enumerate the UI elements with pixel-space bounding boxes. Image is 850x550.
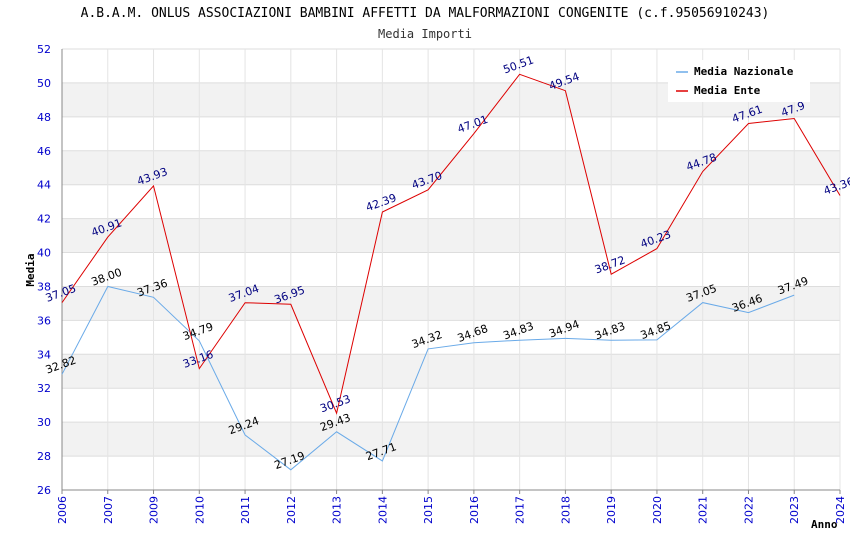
x-tick-label: 2014 — [376, 496, 389, 524]
x-tick-label: 2021 — [697, 496, 710, 524]
x-tick-label: 2017 — [514, 496, 527, 524]
x-tick-label: 2007 — [102, 496, 115, 524]
y-tick-label: 52 — [37, 43, 51, 56]
series-lines — [61, 73, 841, 471]
grid-lines — [61, 48, 841, 491]
x-tick-label: 2010 — [193, 496, 206, 524]
data-label-ente: 38.72 — [593, 253, 627, 276]
x-axis-label: Anno — [811, 518, 838, 531]
grid-band — [62, 150, 840, 185]
data-label-nazionale: 34.94 — [547, 318, 581, 341]
grid-band — [62, 218, 840, 253]
x-tick-label: 2012 — [285, 496, 298, 524]
legend-label-ente: Media Ente — [694, 84, 761, 97]
legend-box — [668, 60, 810, 102]
x-tick-labels: 2006 2007 2009 2010 2011 2012 2013 2014 2015 2016… — [56, 496, 847, 524]
y-tick-label: 32 — [37, 382, 51, 395]
data-label-nazionale: 34.83 — [501, 319, 535, 342]
grid-band — [62, 422, 840, 457]
grid-band — [62, 354, 840, 389]
x-tick-label: 2018 — [559, 496, 572, 524]
y-tick-label: 44 — [37, 179, 51, 192]
x-tick-label: 2020 — [651, 496, 664, 524]
x-tick-label: 2024 — [834, 496, 847, 524]
x-tick-label: 2011 — [239, 496, 252, 524]
grid-bands — [62, 82, 840, 457]
y-tick-label: 36 — [37, 314, 51, 327]
grid-band — [62, 286, 840, 321]
data-label-ente: 50.51 — [501, 53, 535, 76]
series-line-ente — [61, 73, 841, 415]
y-tick-label: 42 — [37, 213, 51, 226]
y-tick-label: 38 — [37, 280, 51, 293]
data-label-ente: 42.39 — [364, 191, 398, 214]
x-tick-label: 2009 — [148, 496, 161, 524]
y-tick-label: 34 — [37, 348, 51, 361]
axes — [61, 49, 841, 494]
x-tick-label: 2023 — [788, 496, 801, 524]
y-tick-label: 50 — [37, 77, 51, 90]
y-tick-label: 26 — [37, 484, 51, 497]
chart-title: A.B.A.M. ONLUS ASSOCIAZIONI BAMBINI AFFE… — [80, 6, 770, 21]
y-tick-label: 40 — [37, 247, 51, 260]
data-label-nazionale: 34.85 — [639, 319, 673, 342]
data-label-nazionale: 34.83 — [593, 319, 627, 342]
x-tick-label: 2013 — [331, 496, 344, 524]
y-tick-label: 28 — [37, 450, 51, 463]
x-tick-label: 2016 — [468, 496, 481, 524]
x-tick-label: 2006 — [56, 496, 69, 524]
x-tick-label: 2019 — [605, 496, 618, 524]
y-tick-label: 48 — [37, 111, 51, 124]
legend-label-nazionale: Media Nazionale — [694, 65, 794, 78]
chart-subtitle: Media Importi — [378, 27, 472, 41]
y-axis-label: Media — [24, 253, 37, 286]
y-tick-labels: 26 28 30 32 34 36 38 40 42 44 46 48 50 52 — [37, 43, 51, 497]
data-label-nazionale: 34.68 — [456, 322, 490, 345]
x-tick-label: 2022 — [742, 496, 755, 524]
series-line-nazionale — [61, 285, 795, 471]
data-label-nazionale: 38.00 — [90, 266, 124, 289]
y-tick-label: 30 — [37, 416, 51, 429]
legend: Media Nazionale Media Ente — [668, 60, 810, 102]
x-tick-label: 2015 — [422, 496, 435, 524]
y-tick-label: 46 — [37, 145, 51, 158]
